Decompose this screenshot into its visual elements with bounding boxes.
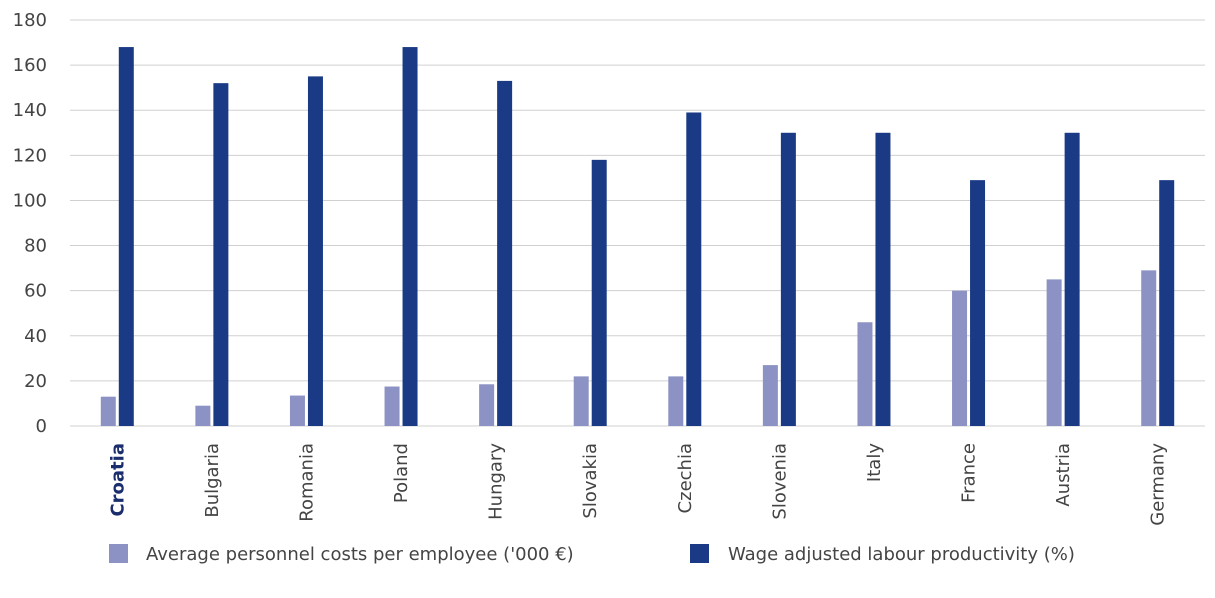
x-axis-category-labels: Croatia Bulgaria Romania Poland Hungary Slova… bbox=[107, 443, 1168, 526]
bar-croatia-series-2 bbox=[118, 47, 134, 427]
y-tick-label: 160 bbox=[13, 55, 47, 76]
y-tick-label: 120 bbox=[13, 145, 47, 166]
y-tick-label: 40 bbox=[24, 326, 47, 347]
bars-layer bbox=[100, 47, 1175, 427]
x-tick-label-france: France bbox=[959, 443, 980, 503]
bar-italy-series-2 bbox=[875, 132, 891, 426]
x-tick-label-czechia: Czechia bbox=[675, 443, 696, 513]
bar-bulgaria-series-2 bbox=[213, 83, 229, 427]
x-tick-label-hungary: Hungary bbox=[486, 443, 507, 520]
y-tick-label: 80 bbox=[24, 236, 47, 257]
bar-hungary-series-2 bbox=[497, 80, 513, 427]
bar-hungary-series-1 bbox=[479, 384, 495, 426]
bar-czechia-series-2 bbox=[686, 112, 702, 426]
bar-poland-series-1 bbox=[384, 386, 400, 426]
legend-label-series-2: Wage adjusted labour productivity (%) bbox=[728, 544, 1075, 565]
x-tick-label-slovenia: Slovenia bbox=[769, 443, 790, 520]
legend-swatch-series-1 bbox=[109, 544, 128, 563]
legend-swatch-series-2 bbox=[690, 544, 709, 563]
grid-layer bbox=[70, 19, 1205, 427]
x-tick-label-bulgaria: Bulgaria bbox=[202, 443, 223, 518]
bar-italy-series-1 bbox=[857, 322, 873, 426]
bar-france-series-2 bbox=[970, 180, 986, 426]
bar-romania-series-2 bbox=[307, 76, 323, 426]
bar-bulgaria-series-1 bbox=[195, 405, 211, 426]
x-tick-label-slovakia: Slovakia bbox=[580, 443, 601, 519]
y-tick-label: 100 bbox=[13, 190, 47, 211]
bar-austria-series-1 bbox=[1046, 279, 1062, 426]
bar-czechia-series-1 bbox=[668, 376, 684, 426]
bar-poland-series-2 bbox=[402, 47, 418, 427]
y-axis-ticks: 0 20 40 60 80 100 120 140 160 180 bbox=[13, 10, 47, 437]
x-tick-label-romania: Romania bbox=[296, 443, 317, 522]
y-tick-label: 20 bbox=[24, 371, 47, 392]
x-tick-label-austria: Austria bbox=[1053, 443, 1074, 507]
bar-romania-series-1 bbox=[289, 395, 305, 426]
bar-france-series-1 bbox=[952, 290, 968, 426]
bar-germany-series-2 bbox=[1159, 180, 1175, 426]
x-tick-label-poland: Poland bbox=[391, 443, 412, 503]
bar-germany-series-1 bbox=[1141, 270, 1157, 426]
legend-label-series-1: Average personnel costs per employee ('0… bbox=[146, 544, 574, 565]
bar-slovakia-series-1 bbox=[573, 376, 589, 426]
x-tick-label-italy: Italy bbox=[864, 443, 885, 482]
y-tick-label: 0 bbox=[36, 416, 47, 437]
bar-croatia-series-1 bbox=[100, 396, 116, 426]
legend: Average personnel costs per employee ('0… bbox=[109, 544, 1075, 565]
bar-slovenia-series-1 bbox=[762, 365, 778, 426]
y-tick-label: 180 bbox=[13, 10, 47, 31]
y-tick-label: 60 bbox=[24, 281, 47, 302]
bar-austria-series-2 bbox=[1064, 132, 1080, 426]
y-tick-label: 140 bbox=[13, 100, 47, 121]
x-tick-label-croatia: Croatia bbox=[107, 443, 128, 517]
bar-slovakia-series-2 bbox=[591, 159, 607, 426]
x-tick-label-germany: Germany bbox=[1148, 443, 1169, 526]
bar-slovenia-series-2 bbox=[780, 132, 796, 426]
